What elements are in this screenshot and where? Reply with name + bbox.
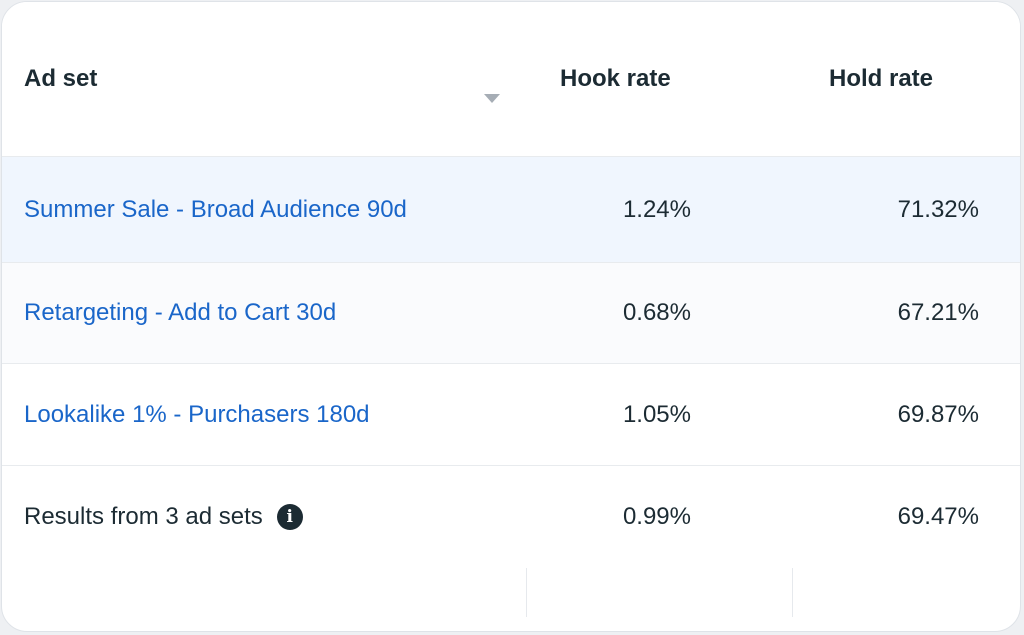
summary-cell: Results from 3 ad sets i <box>24 466 504 568</box>
table-row[interactable]: Lookalike 1% - Purchasers 180d 1.05% 69.… <box>2 364 1020 466</box>
hold-rate-value: 71.32% <box>897 195 979 223</box>
caret-down-icon[interactable] <box>484 94 500 103</box>
hook-rate-value: 1.05% <box>622 400 691 428</box>
summary-row: Results from 3 ad sets i 0.99% 69.47% <box>2 466 1020 568</box>
table-row[interactable]: Summer Sale - Broad Audience 90d 1.24% 7… <box>2 157 1020 263</box>
ad-set-name-link[interactable]: Lookalike 1% - Purchasers 180d <box>24 400 370 428</box>
ad-set-name-link[interactable]: Summer Sale - Broad Audience 90d <box>24 195 407 223</box>
hook-rate-value: 0.68% <box>622 299 691 326</box>
info-icon[interactable]: i <box>276 504 303 530</box>
table-row[interactable]: Retargeting - Add to Cart 30d 0.68% 67.2… <box>2 263 1020 364</box>
column-header-hook-rate[interactable]: Hook rate <box>560 65 671 92</box>
column-header-ad-set[interactable]: Ad set <box>24 65 98 92</box>
hold-rate-value: 69.87% <box>897 400 979 428</box>
summary-label: Results from 3 ad sets <box>24 503 263 530</box>
summary-hook-rate: 0.99% <box>622 503 691 530</box>
ad-set-name-link[interactable]: Retargeting - Add to Cart 30d <box>24 299 337 326</box>
table-header-row: Ad set Hook rate Hold rate <box>2 2 1020 157</box>
column-header-hold-rate[interactable]: Hold rate <box>829 65 934 92</box>
hold-rate-value: 67.21% <box>897 299 979 326</box>
hook-rate-value: 1.24% <box>622 195 691 223</box>
summary-hold-rate: 69.47% <box>897 503 979 530</box>
